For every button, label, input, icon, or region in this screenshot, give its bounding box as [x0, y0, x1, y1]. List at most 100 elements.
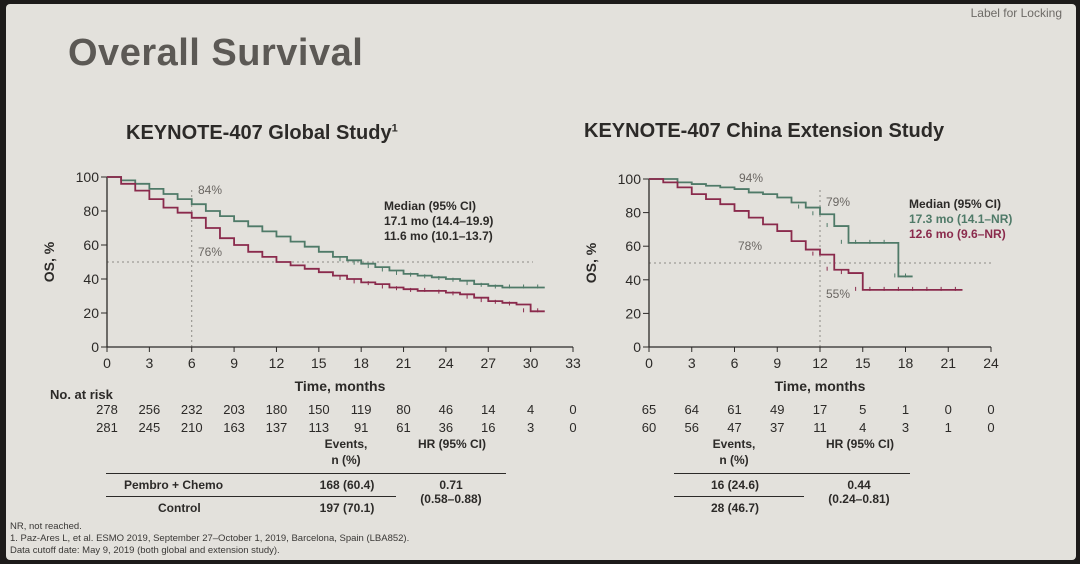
china-annotation: 55%: [826, 287, 850, 301]
china-hr-ci: (0.24–0.81): [828, 492, 890, 506]
china-x-tick-label: 9: [773, 355, 781, 371]
china-median-control: 12.6 mo (9.6–NR): [909, 227, 1006, 241]
global-x-tick-label: 6: [188, 355, 196, 371]
china-x-tick-label: 21: [940, 355, 956, 371]
china-annotation: 94%: [739, 171, 763, 185]
china-events-pembro: 16 (24.6): [710, 478, 760, 492]
china-risk-pembro-cell: 1: [901, 402, 910, 417]
global-x-axis-label: Time, months: [295, 378, 386, 394]
china-risk-control-cell: 47: [727, 420, 742, 435]
china-x-axis-label: Time, months: [775, 378, 866, 394]
china-risk-pembro-cell: 5: [859, 402, 867, 417]
corner-label: Label for Locking: [970, 6, 1062, 20]
china-x-tick-label: 12: [812, 355, 828, 371]
china-annotation: 78%: [738, 239, 762, 253]
china-y-tick-label: 40: [625, 272, 641, 288]
global-risk-control-cell: 113: [308, 420, 330, 435]
china-hr-value: 0.44: [847, 478, 871, 492]
china-y-tick-label: 0: [633, 339, 641, 355]
global-y-axis-label: OS, %: [41, 241, 57, 282]
global-median-header: Median (95% CI): [384, 199, 476, 213]
global-curve-control: [107, 176, 545, 313]
global-hr-ci: (0.58–0.88): [420, 492, 482, 506]
global-risk-control-cell: 137: [265, 420, 288, 435]
china-risk-control-cell: 4: [859, 420, 867, 435]
global-risk-control-cell: 281: [96, 420, 118, 435]
global-x-tick-label: 33: [565, 355, 581, 371]
china-x-tick-label: 18: [898, 355, 914, 371]
china-y-tick-label: 20: [625, 305, 641, 321]
global-x-tick-label: 9: [230, 355, 238, 371]
china-risk-pembro-cell: 64: [684, 402, 699, 417]
china-events-control: 28 (46.7): [710, 501, 760, 515]
global-risk-pembro-cell: 203: [223, 402, 245, 417]
global-events-header-line1: Events,: [324, 437, 368, 451]
global-curve-pembro: [107, 176, 545, 289]
global-hr-header: HR (95% CI): [417, 437, 486, 451]
china-events-header: Events, n (%): [694, 436, 774, 468]
global-risk-control-cell: 36: [438, 420, 454, 435]
global-y-tick-label: 20: [83, 305, 99, 321]
global-annotation: 76%: [198, 245, 222, 259]
global-risk-pembro-cell: 14: [481, 402, 496, 417]
global-risk-pembro-cell: 4: [527, 402, 535, 417]
global-events-pembro: 168 (60.4): [319, 478, 375, 492]
global-title-text: KEYNOTE-407 Global Study: [126, 122, 392, 144]
global-risk-control-cell: 210: [180, 420, 203, 435]
china-risk-pembro-cell: 65: [641, 402, 657, 417]
global-risk-pembro-cell: 256: [138, 402, 161, 417]
global-risk-control-cell: 61: [396, 420, 411, 435]
footnote-cutoff: Data cutoff date: May 9, 2019 (both glob…: [10, 545, 280, 556]
china-median-pembro: 17.3 mo (14.1–NR): [909, 212, 1012, 226]
china-risk-control-cell: 60: [641, 420, 657, 435]
global-risk-pembro-cell: 46: [438, 402, 454, 417]
global-x-tick-label: 0: [103, 355, 111, 371]
china-risk-pembro-cell: 49: [770, 402, 785, 417]
china-risk-pembro-cell: 17: [812, 402, 828, 417]
global-y-tick-label: 0: [91, 339, 99, 355]
china-risk-control-cell: 56: [684, 420, 699, 435]
china-y-tick-label: 80: [625, 205, 641, 221]
global-risk-pembro-cell: 80: [396, 402, 411, 417]
global-x-tick-label: 15: [311, 355, 327, 371]
global-risk-control-cell: 16: [481, 420, 496, 435]
china-x-tick-label: 24: [983, 355, 999, 371]
global-x-tick-label: 24: [438, 355, 454, 371]
china-table-rule: [674, 473, 910, 474]
china-risk-control-cell: 37: [770, 420, 785, 435]
global-x-tick-label: 30: [523, 355, 539, 371]
global-risk-pembro-cell: 119: [350, 402, 372, 417]
global-events-header: Events, n (%): [306, 436, 386, 468]
china-y-tick-label: 100: [618, 171, 642, 187]
china-median-header: Median (95% CI): [909, 197, 1001, 211]
global-events-header-line2: n (%): [331, 453, 361, 467]
global-y-tick-label: 40: [83, 271, 99, 287]
global-y-tick-label: 80: [83, 203, 99, 219]
global-x-tick-label: 18: [353, 355, 369, 371]
global-risk-pembro-cell: 180: [265, 402, 288, 417]
global-arm-control: Control: [158, 501, 201, 515]
global-median-pembro: 17.1 mo (14.4–19.9): [384, 214, 493, 228]
global-risk-control-cell: 0: [569, 420, 577, 435]
global-hr-value: 0.71: [439, 478, 463, 492]
china-row-divider: [674, 496, 804, 497]
china-risk-control-cell: 3: [901, 420, 910, 435]
global-risk-pembro-cell: 278: [96, 402, 118, 417]
china-y-axis-label: OS, %: [583, 242, 599, 283]
risk-table-label: No. at risk: [50, 387, 113, 402]
footnote-reference: 1. Paz-Ares L, et al. ESMO 2019, Septemb…: [10, 533, 410, 544]
global-risk-pembro-cell: 232: [180, 402, 203, 417]
china-curve-pembro: [649, 178, 913, 278]
global-x-tick-label: 21: [396, 355, 412, 371]
global-title-footnote-mark: 1: [391, 122, 398, 135]
china-events-header-line2: n (%): [719, 453, 749, 467]
slide-title: Overall Survival: [68, 32, 364, 74]
global-risk-control-cell: 91: [353, 420, 369, 435]
china-x-tick-label: 15: [855, 355, 871, 371]
china-x-tick-label: 3: [688, 355, 696, 371]
china-risk-pembro-cell: 61: [727, 402, 742, 417]
china-risk-control-cell: 0: [987, 420, 995, 435]
global-risk-control-cell: 3: [527, 420, 535, 435]
global-annotation: 84%: [198, 183, 222, 197]
global-y-tick-label: 60: [83, 237, 99, 253]
